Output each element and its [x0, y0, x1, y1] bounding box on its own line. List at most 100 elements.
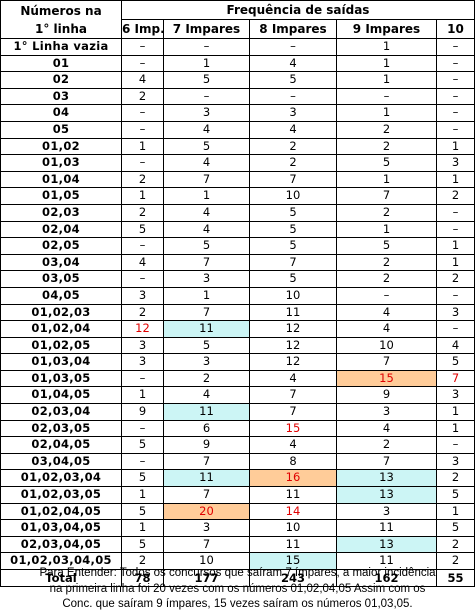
- frequency-cell: 1: [336, 54, 437, 73]
- header-row-2: 6 Imp. 7 Impares 8 Impares 9 Impares 10: [1, 19, 475, 39]
- table-row: 01,03–4 2 5 3: [0, 154, 475, 172]
- frequency-cell: 3: [436, 154, 475, 172]
- row-label: 04,05: [0, 286, 122, 305]
- table-row: 01,02,03,04,05 2 10 15 11 2: [0, 552, 475, 570]
- row-label: 01,05: [0, 187, 122, 205]
- frequency-cell: 4: [436, 336, 475, 355]
- frequency-cell: 3: [163, 270, 250, 288]
- frequency-cell: 4: [336, 419, 437, 438]
- row-label: 02,03: [0, 203, 122, 222]
- column-header-10: 10: [436, 19, 475, 39]
- frequency-cell: 4: [121, 71, 164, 89]
- frequency-cell: 5: [249, 203, 337, 222]
- explanation-note: Para Entender: Todos os concursos que sa…: [0, 566, 475, 613]
- frequency-cell: 5: [249, 71, 337, 89]
- frequency-cell: 9: [163, 436, 250, 454]
- frequency-cell: 2: [436, 270, 475, 288]
- row-label: 03,04: [0, 253, 122, 272]
- frequency-cell: –: [249, 87, 337, 106]
- numbers-title-line2: 1° linha: [35, 21, 87, 36]
- frequency-cell: 10: [249, 519, 337, 537]
- row-label: 02,04: [0, 220, 122, 239]
- frequency-cell: 10: [336, 336, 437, 355]
- row-label: 01,03,04,05: [0, 519, 122, 537]
- table-row: 04–3 3 1–: [0, 104, 475, 122]
- frequency-cell: 1: [436, 137, 475, 156]
- frequency-cell: 2: [336, 270, 437, 288]
- frequency-cell: 6: [163, 419, 250, 438]
- table-row: 02,04,05 5 9 4 2–: [0, 436, 475, 454]
- frequency-cell: 4: [249, 54, 337, 73]
- frequency-cell: 13: [336, 486, 437, 504]
- table-row: 02,03,04,05 5 7 11 13 2: [0, 535, 475, 554]
- frequency-cell: 7: [249, 253, 337, 272]
- frequency-cell: 1: [163, 187, 250, 205]
- frequency-cell: 11: [249, 303, 337, 322]
- row-label: 05: [0, 120, 122, 139]
- frequency-cell: 13: [336, 535, 437, 554]
- frequency-cell: 4: [163, 120, 250, 139]
- table-row: 02,03,04 9 11 7 3 1: [0, 403, 475, 421]
- row-label: 03,04,05: [0, 452, 122, 471]
- row-label: 01,02,05: [0, 336, 122, 355]
- table-row: 01,03,04,05 1 3 10 11 5: [0, 519, 475, 537]
- table-row: 05–4 4 2–: [0, 120, 475, 139]
- frequency-cell: 4: [163, 203, 250, 222]
- frequency-cell: 5: [121, 220, 164, 239]
- table-row: 01,02,04,05 5 20 14 3 1: [0, 502, 475, 521]
- frequency-cell: 1: [163, 286, 250, 305]
- frequency-cell: –: [121, 237, 164, 255]
- row-label: 01,02,04,05: [0, 502, 122, 521]
- total-cell: 162: [336, 569, 437, 587]
- table-row: 02,05–5 5 5 1: [0, 237, 475, 255]
- frequency-cell: 1: [121, 137, 164, 156]
- frequency-cell: 1: [436, 502, 475, 521]
- table-row: 01,02,03,05 1 7 11 13 5: [0, 486, 475, 504]
- frequency-cell: 7: [336, 452, 437, 471]
- row-label: 02,05: [0, 237, 122, 255]
- frequency-cell: –: [436, 38, 475, 56]
- frequency-cell: 3: [121, 353, 164, 371]
- frequency-cell: 7: [163, 170, 250, 189]
- frequency-cell: –: [336, 87, 437, 106]
- row-label: 01,03,05: [0, 369, 122, 388]
- frequency-cell: 3: [436, 303, 475, 322]
- table-row: 01–1 4 1–: [0, 54, 475, 73]
- frequency-cell: 2: [336, 120, 437, 139]
- frequency-cell: 2: [336, 137, 437, 156]
- frequency-cell: –: [121, 419, 164, 438]
- frequency-cell: 2: [163, 369, 250, 388]
- frequency-cell: 3: [436, 386, 475, 405]
- note-line: na primeira linha foi 20 vezes com os nú…: [49, 582, 426, 595]
- table-row: 01,04,05 1 4 7 9 3: [0, 386, 475, 405]
- row-label: 02,04,05: [0, 436, 122, 454]
- frequency-cell: –: [436, 286, 475, 305]
- frequency-cell: 2: [121, 87, 164, 106]
- frequency-cell: 2: [121, 203, 164, 222]
- frequency-cell: –: [163, 38, 250, 56]
- frequency-cell: 1: [336, 104, 437, 122]
- frequency-cell: 2: [249, 137, 337, 156]
- frequency-cell: 9: [336, 386, 437, 405]
- frequency-cell: –: [436, 320, 475, 338]
- column-header-7-impares: 7 Impares: [163, 19, 250, 39]
- frequency-table-body: Números na 1° linha Frequência de saídas…: [0, 0, 475, 587]
- frequency-cell: 12: [249, 320, 337, 338]
- frequency-cell: 9: [121, 403, 164, 421]
- frequency-cell: –: [121, 54, 164, 73]
- frequency-cell: 7: [436, 369, 475, 388]
- row-label: 01,02,03,05: [0, 486, 122, 504]
- frequency-cell: 4: [249, 369, 337, 388]
- frequency-cell: 2: [436, 469, 475, 488]
- table-row: 01,03,04 3 3 12 7 5: [0, 353, 475, 371]
- frequency-cell: 12: [249, 336, 337, 355]
- frequency-cell: 5: [249, 220, 337, 239]
- frequency-cell: –: [121, 369, 164, 388]
- frequency-cell: 5: [436, 353, 475, 371]
- total-row: Total 78 177 243 162 55: [0, 569, 475, 587]
- total-cell: 243: [249, 569, 337, 587]
- frequency-cell: 2: [436, 535, 475, 554]
- table-row: 01,03,05–2 4 15 7: [0, 369, 475, 388]
- frequency-cell: –: [436, 436, 475, 454]
